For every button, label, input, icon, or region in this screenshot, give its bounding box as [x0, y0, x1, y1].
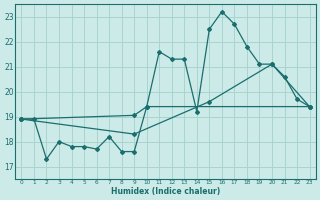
- X-axis label: Humidex (Indice chaleur): Humidex (Indice chaleur): [111, 187, 220, 196]
